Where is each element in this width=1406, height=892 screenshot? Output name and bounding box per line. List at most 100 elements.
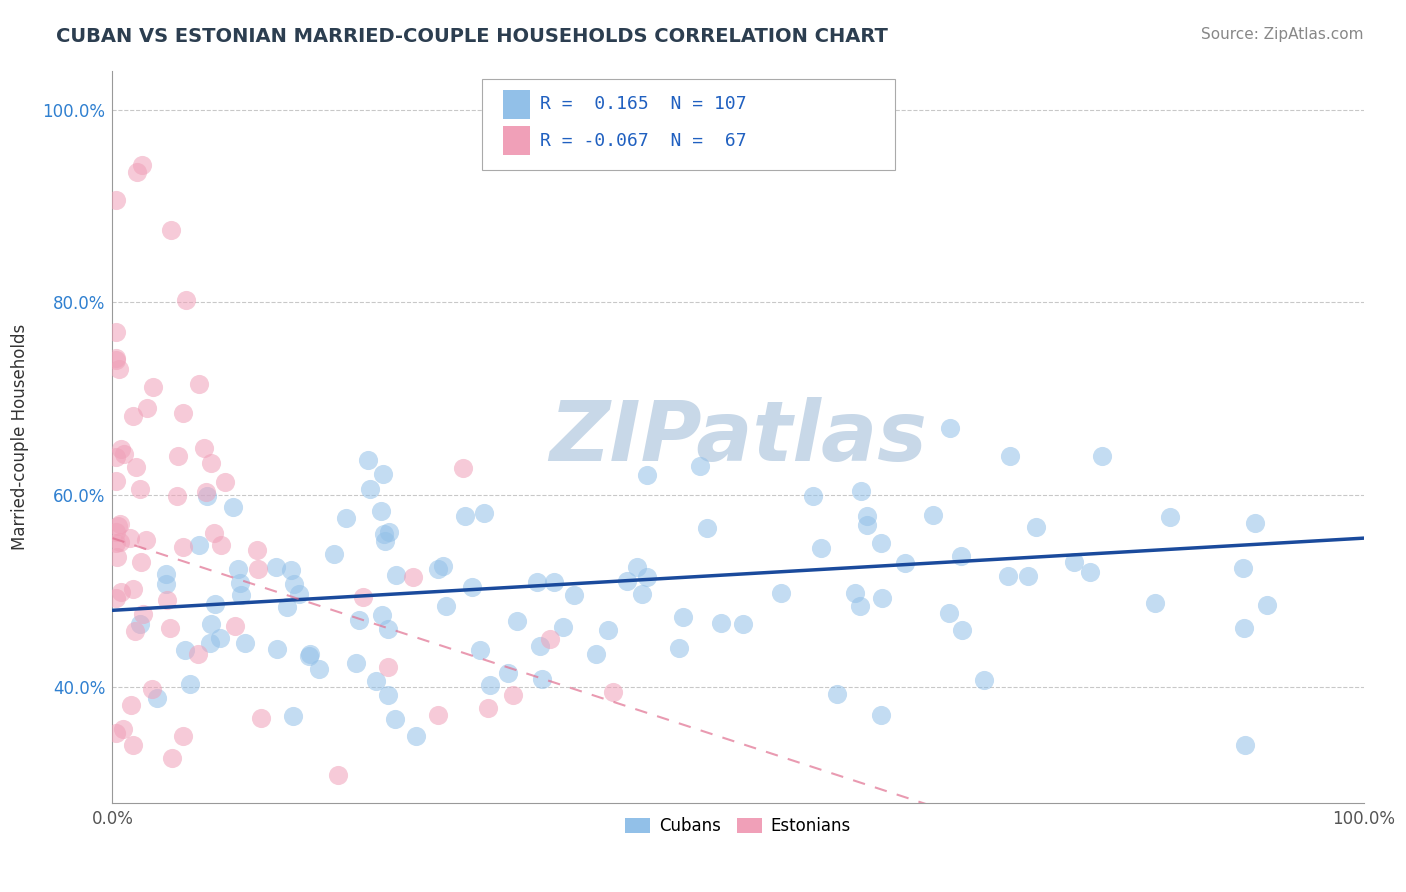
Point — [135, 533, 157, 548]
Point — [543, 574, 565, 589]
Point — [108, 516, 131, 531]
Point — [159, 222, 181, 236]
Point — [108, 535, 131, 549]
Point — [129, 556, 152, 570]
Point — [142, 380, 165, 394]
Point — [105, 591, 128, 605]
Point — [1244, 516, 1267, 531]
Legend: Cubans, Estonians: Cubans, Estonians — [619, 811, 858, 842]
Point — [111, 722, 134, 736]
Point — [308, 662, 330, 676]
Point — [551, 620, 574, 634]
Point — [105, 726, 128, 740]
Point — [530, 672, 553, 686]
Point — [477, 701, 499, 715]
Point — [112, 447, 135, 461]
Point — [124, 459, 146, 474]
Point — [179, 677, 201, 691]
Point — [110, 585, 132, 599]
Point — [602, 684, 624, 698]
Point — [472, 506, 495, 520]
Point — [870, 591, 893, 605]
Point — [141, 682, 163, 697]
Point — [280, 563, 302, 577]
Point — [359, 482, 381, 496]
Point — [851, 483, 873, 498]
Point — [110, 442, 132, 457]
Point — [562, 588, 585, 602]
Point — [132, 607, 155, 622]
Point — [384, 568, 406, 582]
Point — [454, 509, 477, 524]
Point — [156, 592, 179, 607]
Point — [502, 688, 524, 702]
Point — [1017, 569, 1039, 583]
Point — [374, 534, 396, 549]
Point — [352, 591, 374, 605]
Point — [461, 580, 484, 594]
Point — [526, 574, 548, 589]
Point — [434, 599, 457, 613]
Point — [366, 673, 388, 688]
Point — [166, 489, 188, 503]
Point — [344, 656, 367, 670]
Point — [224, 619, 246, 633]
Point — [298, 648, 321, 663]
Point — [105, 450, 128, 464]
Point — [384, 712, 406, 726]
Point — [1159, 509, 1181, 524]
Point — [1000, 449, 1022, 463]
Point — [856, 518, 879, 533]
Point — [626, 559, 648, 574]
Point — [1256, 598, 1278, 612]
Point — [538, 632, 561, 647]
Point — [188, 376, 211, 391]
Point — [172, 729, 194, 743]
Point — [167, 449, 190, 463]
Point — [373, 526, 395, 541]
Point — [938, 607, 960, 621]
Point — [1025, 520, 1047, 534]
Point — [250, 711, 273, 725]
Point — [226, 561, 249, 575]
Point — [323, 547, 346, 561]
Point — [107, 361, 129, 376]
Point — [287, 587, 309, 601]
Text: CUBAN VS ESTONIAN MARRIED-COUPLE HOUSEHOLDS CORRELATION CHART: CUBAN VS ESTONIAN MARRIED-COUPLE HOUSEHO… — [56, 27, 889, 45]
Point — [636, 467, 658, 482]
Point — [1063, 555, 1085, 569]
Y-axis label: Married-couple Households: Married-couple Households — [11, 324, 28, 550]
Point — [105, 351, 128, 365]
Point — [432, 558, 454, 573]
FancyBboxPatch shape — [503, 126, 530, 155]
Point — [468, 643, 491, 657]
Point — [378, 525, 401, 540]
Point — [371, 608, 394, 623]
Point — [596, 623, 619, 637]
Text: ZIPatlas: ZIPatlas — [550, 397, 927, 477]
Point — [283, 576, 305, 591]
Point — [426, 561, 449, 575]
Point — [107, 518, 129, 533]
Point — [174, 293, 197, 307]
Point — [194, 484, 217, 499]
Point — [124, 624, 146, 638]
Point — [710, 615, 733, 630]
Point — [849, 599, 872, 613]
Point — [973, 673, 995, 688]
Point — [672, 610, 695, 624]
Point — [529, 640, 551, 654]
Point — [233, 636, 256, 650]
Point — [129, 482, 152, 496]
Point — [131, 158, 153, 172]
Point — [188, 538, 211, 552]
Point — [377, 622, 399, 636]
Point — [426, 708, 449, 723]
Point — [844, 586, 866, 600]
Point — [616, 574, 638, 588]
Point — [451, 460, 474, 475]
Point — [155, 567, 177, 582]
Point — [160, 751, 183, 765]
Text: R = -0.067  N =  67: R = -0.067 N = 67 — [540, 132, 747, 150]
Point — [585, 648, 607, 662]
